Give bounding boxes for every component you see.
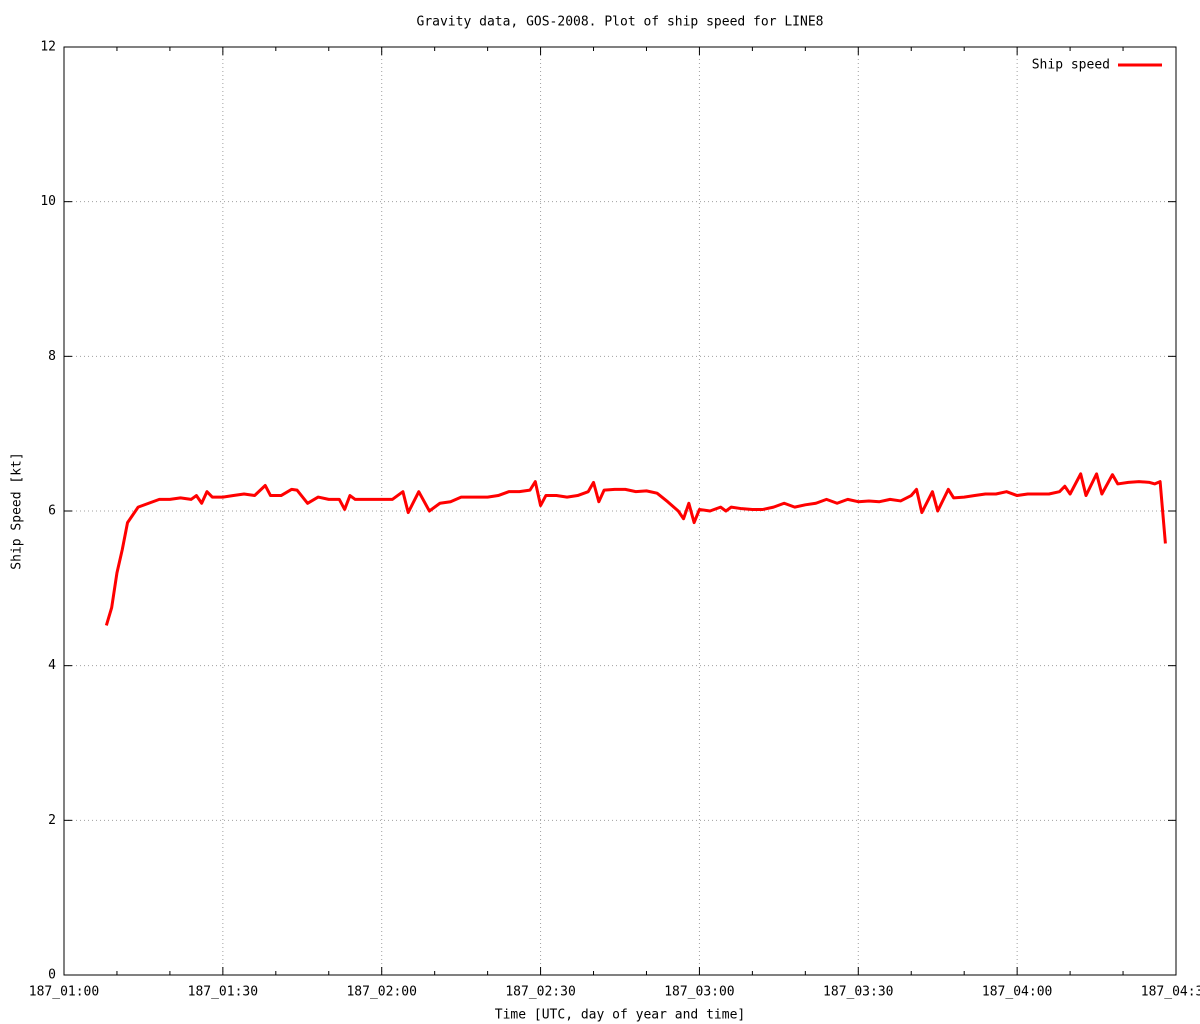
y-tick-label: 2	[48, 813, 56, 828]
y-axis-label: Ship Speed [kt]	[10, 452, 25, 569]
x-tick-label: 187_03:00	[664, 985, 734, 1000]
x-tick-label: 187_02:00	[346, 985, 416, 1000]
x-tick-label: 187_04:30	[1141, 985, 1200, 1000]
x-tick-label: 187_01:30	[188, 985, 258, 1000]
x-tick-label: 187_02:30	[505, 985, 575, 1000]
x-axis-label: Time [UTC, day of year and time]	[495, 1008, 745, 1023]
legend-label: Ship speed	[1032, 58, 1110, 73]
y-tick-label: 8	[48, 349, 56, 364]
x-tick-label: 187_01:00	[29, 985, 99, 1000]
y-tick-label: 4	[48, 658, 56, 673]
data-line	[104, 472, 1167, 626]
chart-title: Gravity data, GOS-2008. Plot of ship spe…	[417, 15, 824, 30]
plot-frame	[63, 46, 1177, 976]
y-tick-label: 12	[40, 40, 56, 55]
y-tick-label: 6	[48, 504, 56, 519]
y-tick-label: 0	[48, 968, 56, 983]
x-tick-label: 187_03:30	[823, 985, 893, 1000]
y-tick-label: 10	[40, 194, 56, 209]
x-tick-label: 187_04:00	[982, 985, 1052, 1000]
